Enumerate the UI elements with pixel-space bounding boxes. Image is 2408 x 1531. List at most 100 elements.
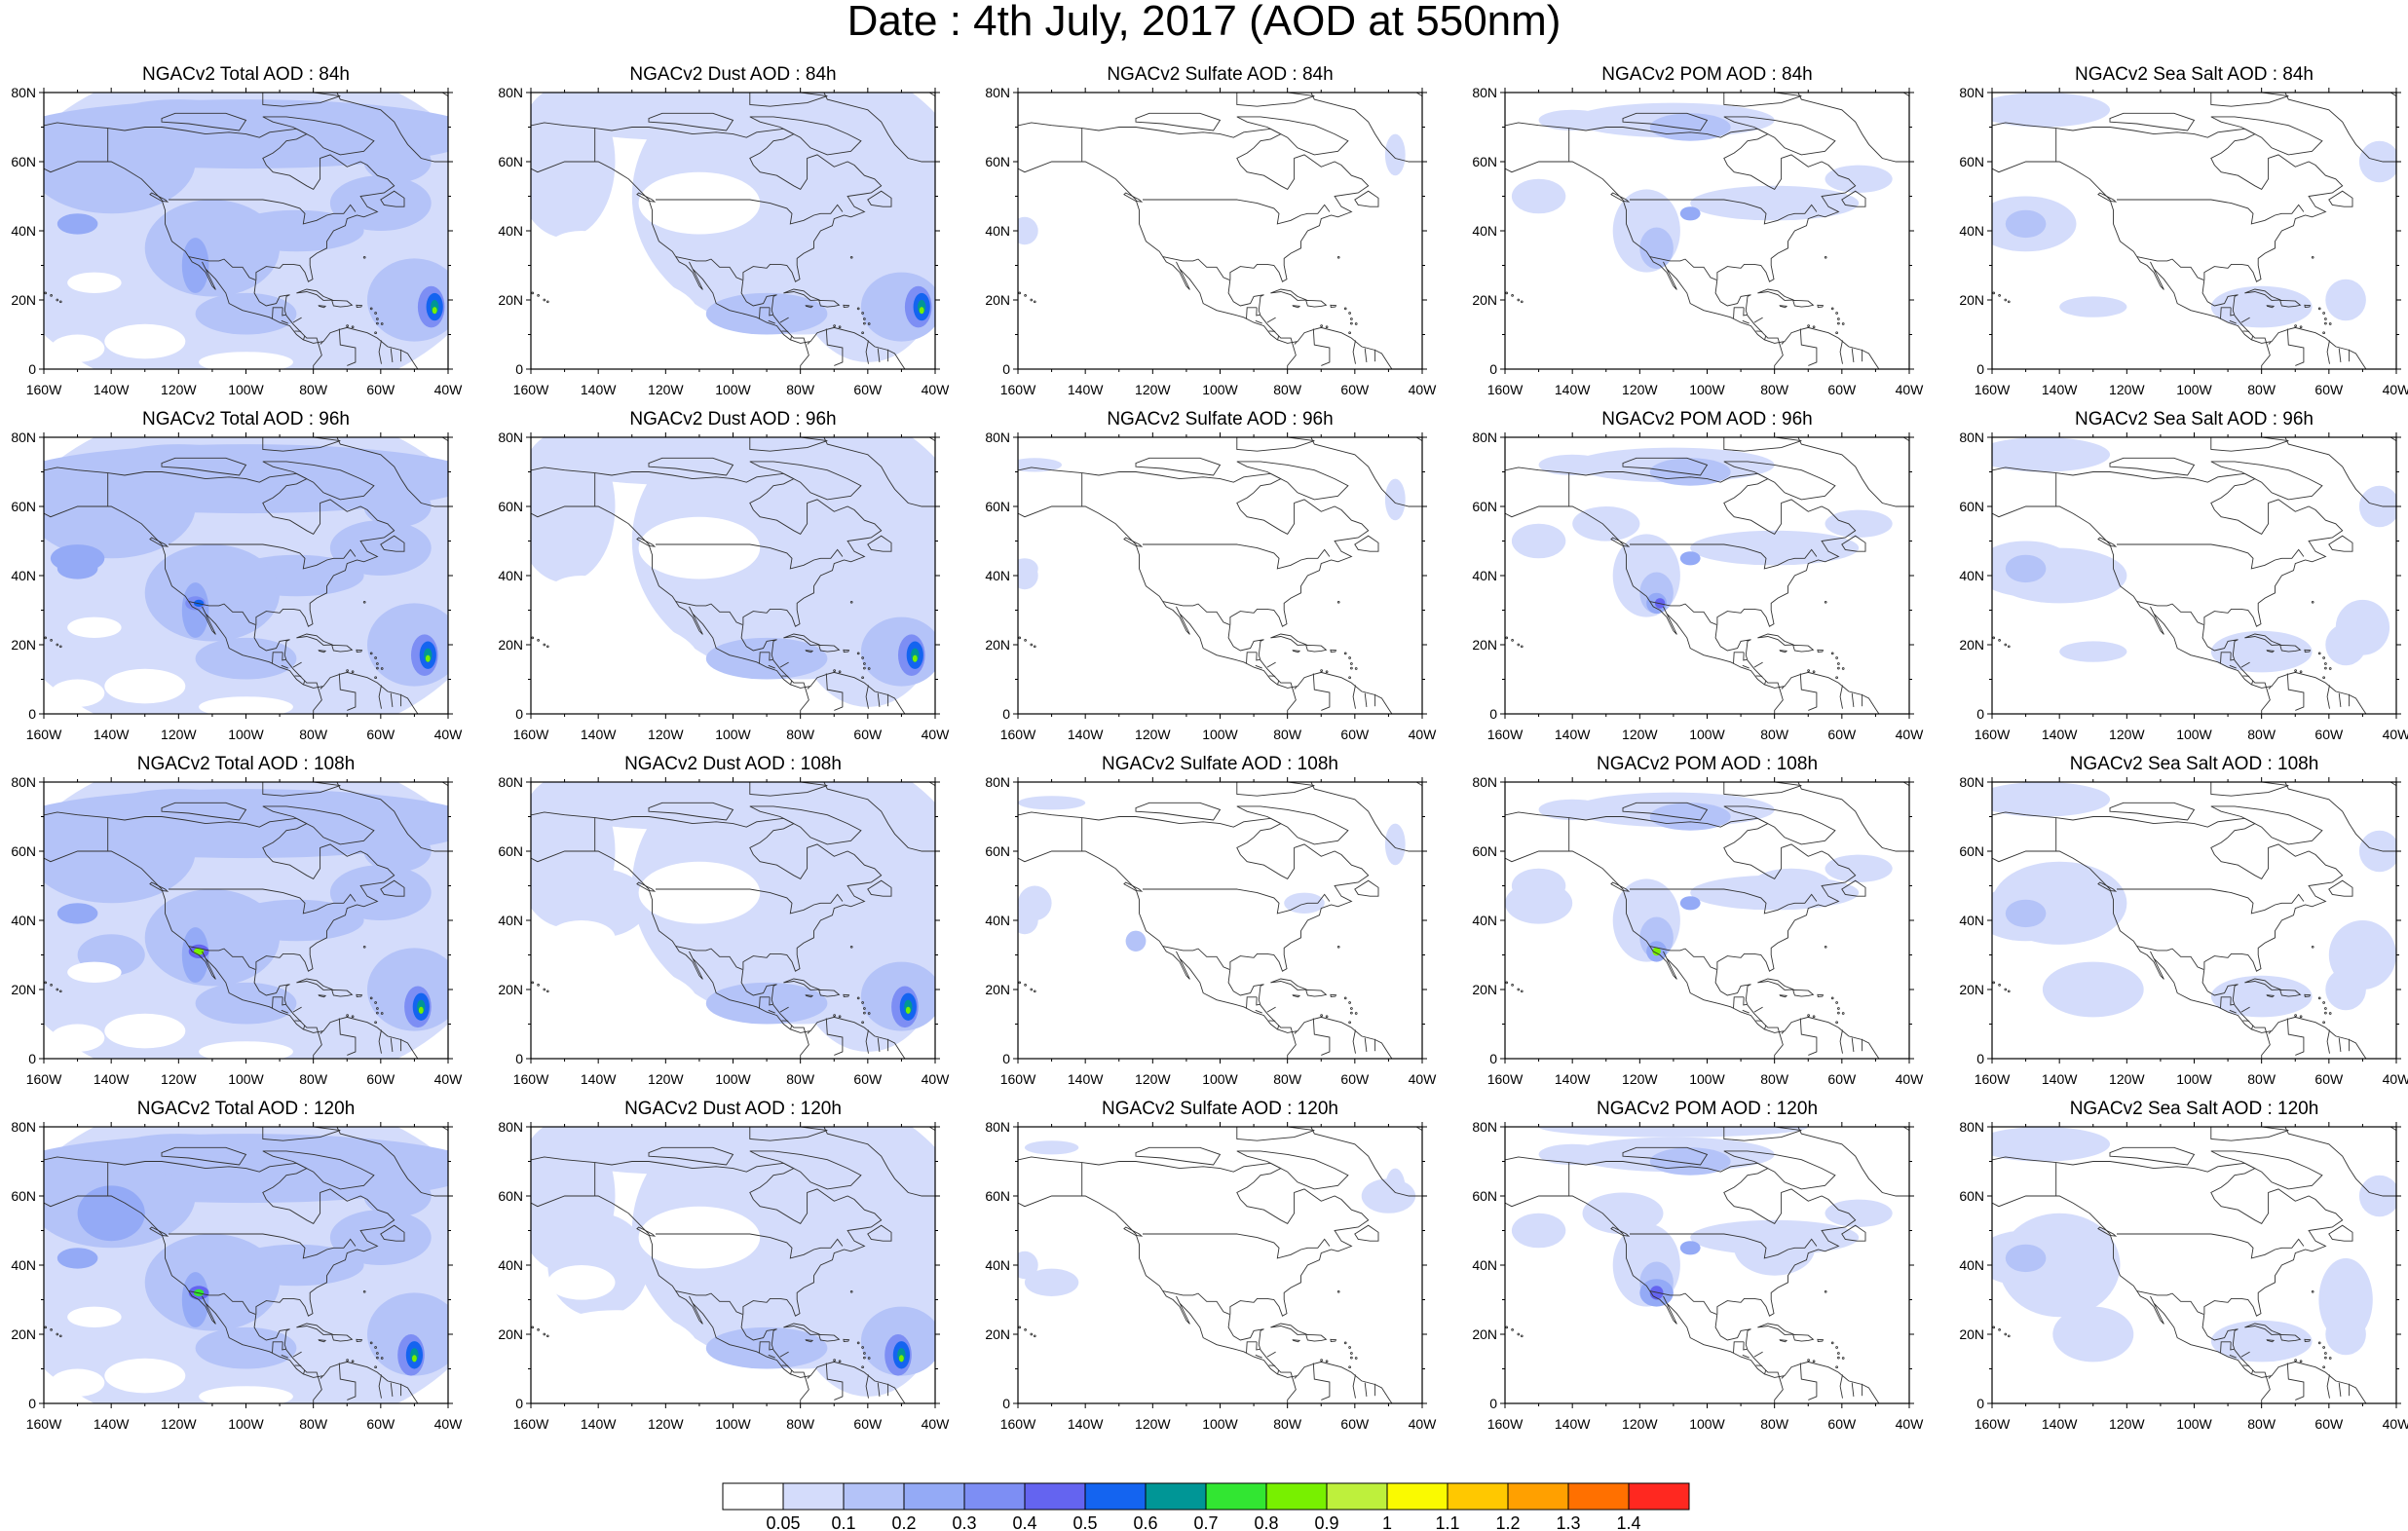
country-border xyxy=(1764,1369,1767,1374)
island-outline xyxy=(2210,116,2323,156)
lon-tick-label: 160W xyxy=(1000,1071,1036,1087)
panel-title: NGACv2 Total AOD : 84h xyxy=(142,64,350,85)
country-border xyxy=(282,1341,286,1351)
lon-tick-label: 140W xyxy=(2042,382,2078,397)
country-border xyxy=(2268,686,2272,690)
island-outline xyxy=(843,649,850,653)
lon-tick-label: 40W xyxy=(2383,382,2408,397)
aod-blob xyxy=(2358,830,2396,873)
aod-blob xyxy=(2005,554,2047,583)
small-island xyxy=(1033,1334,1036,1338)
small-island xyxy=(56,298,59,302)
lon-tick-label: 40W xyxy=(1409,1071,1438,1087)
country-border xyxy=(2220,307,2232,319)
aod-clear-area xyxy=(67,961,122,983)
small-island xyxy=(376,662,379,665)
country-border xyxy=(1256,652,1260,661)
aod-blob xyxy=(1825,509,1893,538)
lat-tick-label: 60N xyxy=(498,154,523,169)
island-outline xyxy=(805,305,814,309)
lon-tick-label: 100W xyxy=(1202,382,1238,397)
small-island xyxy=(537,639,540,642)
island-outline xyxy=(867,879,892,897)
colorbar-swatch xyxy=(1326,1482,1388,1511)
lat-tick-label: 0 xyxy=(1976,1396,1984,1411)
country-border xyxy=(2136,601,2204,625)
small-island xyxy=(1350,666,1353,670)
aod-blob xyxy=(1024,1140,1079,1155)
island-outline xyxy=(262,461,375,501)
small-island xyxy=(2299,1015,2303,1019)
country-border xyxy=(303,1025,306,1029)
small-island xyxy=(1992,636,1996,640)
small-island xyxy=(346,324,349,327)
aod-blob xyxy=(363,830,432,873)
aod-blob xyxy=(195,982,297,1025)
lon-tick-label: 100W xyxy=(2176,382,2212,397)
small-island xyxy=(2311,600,2314,604)
country-border xyxy=(2229,1354,2237,1359)
map-panel-sulfate-120h: NGACv2 Sulfate AOD : 120h 0 20N 40N 60N 80N 16… xyxy=(979,1098,1466,1442)
island-outline xyxy=(2210,461,2323,501)
island-outline xyxy=(262,805,375,845)
small-island xyxy=(1837,317,1840,320)
lon-tick-label: 40W xyxy=(1409,382,1438,397)
lat-tick-label: 80N xyxy=(1472,1119,1497,1135)
country-border xyxy=(1246,1341,1258,1354)
small-island xyxy=(2317,996,2321,1000)
colorbar-label: 0.3 xyxy=(952,1513,976,1531)
small-island xyxy=(1837,1356,1840,1360)
small-island xyxy=(861,656,864,659)
small-island xyxy=(1841,667,1845,670)
aod-blob xyxy=(104,99,253,141)
small-island xyxy=(546,990,549,993)
aod-blob xyxy=(1511,1213,1566,1249)
lat-tick-label: 20N xyxy=(1959,637,1984,653)
aod-blob xyxy=(104,444,253,486)
lon-tick-label: 40W xyxy=(434,1071,464,1087)
small-island xyxy=(369,652,373,655)
continent-outline xyxy=(44,1156,419,1403)
map-plot: 0 20N 40N 60N 80N 160W 140W 120W 100W 80W 60W 40W xyxy=(1472,85,1924,397)
island-outline xyxy=(262,437,341,452)
map-panel-dust-96h: NGACv2 Dust AOD : 96h 0 20N 40N 60N 80N 160W 14… xyxy=(492,408,979,753)
country-border xyxy=(2251,1369,2254,1374)
island-outline xyxy=(1779,650,1788,653)
small-island xyxy=(537,294,540,297)
lat-tick-label: 60N xyxy=(985,1188,1010,1204)
small-island xyxy=(1033,300,1036,304)
country-border xyxy=(1742,1009,1750,1014)
aod-clear-area xyxy=(50,334,105,362)
lon-tick-label: 140W xyxy=(1555,1071,1591,1087)
country-border xyxy=(807,1030,810,1034)
small-island xyxy=(1841,322,1845,325)
island-outline xyxy=(262,116,375,156)
lon-tick-label: 80W xyxy=(1273,1416,1302,1432)
country-border xyxy=(675,1290,743,1315)
small-island xyxy=(58,1334,62,1338)
lat-tick-label: 80N xyxy=(498,1119,523,1135)
lon-tick-label: 40W xyxy=(1409,1416,1438,1432)
lat-tick-label: 60N xyxy=(1472,499,1497,514)
small-island xyxy=(1812,325,1816,329)
lon-tick-label: 160W xyxy=(1000,1416,1036,1432)
aod-blob xyxy=(2335,599,2390,655)
small-island xyxy=(56,988,59,991)
small-island xyxy=(1350,321,1353,325)
aod-blob xyxy=(1992,1127,2111,1162)
small-island xyxy=(2311,255,2314,259)
lat-tick-label: 80N xyxy=(498,85,523,100)
map-panel-sulfate-108h: NGACv2 Sulfate AOD : 108h 0 20N 40N 60N 80N 16… xyxy=(979,753,1466,1098)
small-island xyxy=(1517,643,1521,647)
aod-field xyxy=(1018,1127,1422,1403)
small-island xyxy=(2322,1001,2325,1004)
aod-blob xyxy=(1679,551,1701,566)
country-border xyxy=(169,543,357,570)
country-border xyxy=(169,199,357,225)
small-island xyxy=(2324,1007,2327,1010)
small-island xyxy=(1350,1011,1353,1015)
country-border xyxy=(1255,664,1262,669)
aod-blob xyxy=(181,582,209,638)
country-border xyxy=(281,319,288,324)
lon-tick-label: 160W xyxy=(26,1416,62,1432)
